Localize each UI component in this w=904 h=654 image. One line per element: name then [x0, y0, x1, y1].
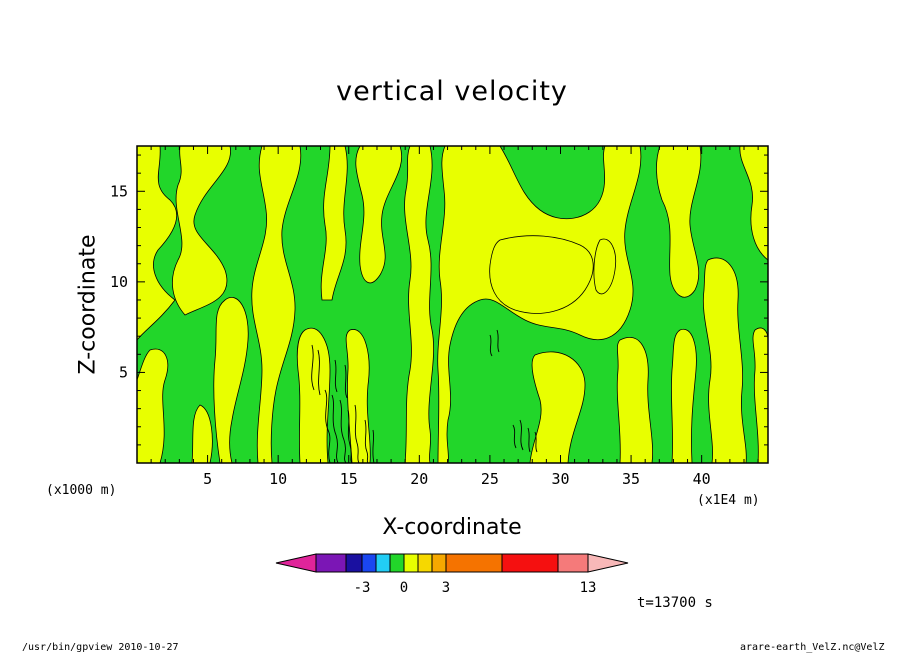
colorbar-arrow-high: [587, 553, 629, 573]
contour-line: [512, 419, 538, 453]
positive-region: [320, 146, 348, 301]
colorbar-box: [389, 553, 405, 573]
positive-region: [404, 146, 435, 463]
y-tick-label: 5: [119, 363, 128, 381]
colorbar-box: [375, 553, 391, 573]
positive-regions: [137, 146, 768, 463]
positive-region: [251, 146, 302, 463]
positive-region: [345, 329, 371, 463]
y-tick-label: 15: [110, 182, 128, 200]
colorbar: -3 0 3 13: [275, 553, 629, 596]
x-tick-label: 5: [203, 470, 212, 488]
colorbar-tick-label: 0: [400, 580, 408, 596]
axis-ticks: [137, 146, 768, 463]
positive-region: [739, 146, 768, 261]
positive-region: [191, 404, 213, 463]
x-unit-label: (x1000 m): [46, 483, 117, 498]
positive-region: [355, 146, 402, 284]
y-axis-label: Z-coordinate: [75, 234, 101, 375]
colorbar-box: [315, 553, 347, 573]
positive-region: [593, 238, 617, 295]
contour-line: [354, 404, 360, 463]
contour-line: [311, 344, 321, 396]
colorbar-box: [361, 553, 377, 573]
contour-line: [347, 409, 353, 463]
colorbar-box: [445, 553, 503, 573]
contour-line: [324, 389, 331, 463]
colorbar-box: [431, 553, 447, 573]
colorbar-arrow-low: [275, 553, 317, 573]
contour-line: [489, 329, 500, 357]
plot-frame: [136, 145, 769, 464]
footer-left: /usr/bin/gpview 2010-10-27: [22, 642, 179, 653]
x-tick-label: 40: [693, 470, 711, 488]
x-tick-label: 35: [622, 470, 640, 488]
positive-region: [616, 337, 653, 463]
time-label: t=13700 s: [637, 595, 713, 611]
positive-region: [137, 348, 169, 463]
positive-region: [702, 257, 747, 463]
contour-line: [372, 429, 375, 463]
x-tick-label: 25: [481, 470, 499, 488]
x-axis-label: X-coordinate: [382, 515, 522, 540]
positive-region: [296, 327, 331, 463]
chart-title: vertical velocity: [336, 76, 568, 107]
contour-line: [364, 419, 369, 463]
dense-contours: [311, 329, 538, 463]
x-tick-label: 10: [269, 470, 287, 488]
y-tick-label: 10: [110, 273, 128, 291]
x-tick-label: 30: [551, 470, 569, 488]
positive-region: [489, 235, 594, 314]
colorbar-box: [345, 553, 363, 573]
x-tick-label: 20: [410, 470, 428, 488]
tick-labels: 5 10 15 20 25 30 35 40 5 10 15: [110, 182, 711, 488]
positive-region: [171, 146, 231, 316]
positive-region: [752, 327, 768, 463]
footer-right: arare-earth_VelZ.nc@VelZ: [740, 642, 885, 653]
positive-region: [213, 297, 249, 463]
colorbar-tick-label: 13: [580, 580, 597, 596]
positive-region: [137, 146, 178, 341]
colorbar-box: [501, 553, 559, 573]
positive-region: [656, 146, 702, 298]
contour-field: [137, 146, 768, 463]
x-tick-label: 15: [340, 470, 358, 488]
contour-line: [339, 399, 347, 463]
contour-line: [331, 394, 339, 463]
colorbar-tick-label: -3: [354, 580, 371, 596]
colorbar-box: [417, 553, 433, 573]
x-unit-label-right: (x1E4 m): [697, 493, 760, 508]
colorbar-box: [403, 553, 419, 573]
colorbar-box: [557, 553, 589, 573]
positive-region: [671, 328, 697, 463]
contour-line: [334, 359, 348, 399]
colorbar-tick-label: 3: [442, 580, 450, 596]
